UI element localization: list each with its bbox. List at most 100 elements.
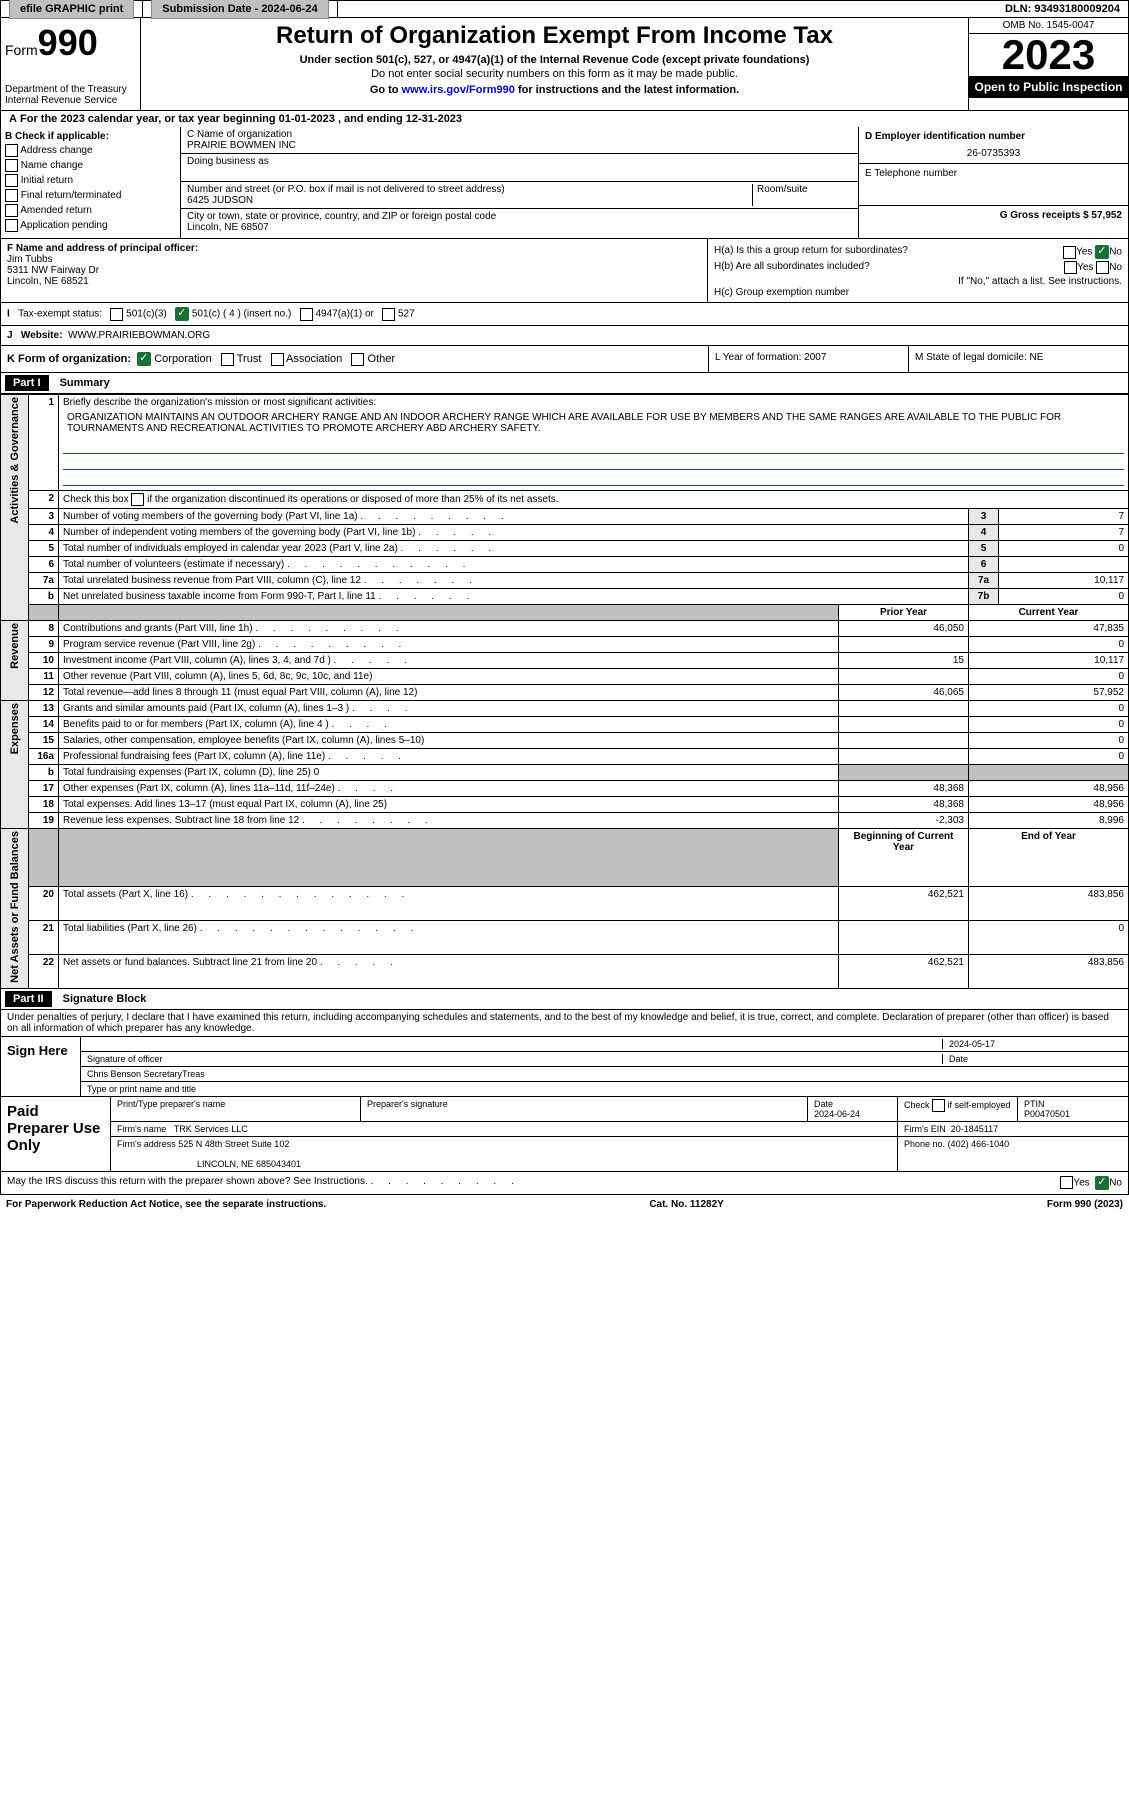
checkbox-icon <box>5 189 18 202</box>
check-amended[interactable]: Amended return <box>5 204 176 217</box>
i-group: I Tax-exempt status: 501(c)(3) 501(c) ( … <box>7 307 415 321</box>
col-h: H(a) Is this a group return for subordin… <box>708 239 1128 302</box>
val-7a: 10,117 <box>999 573 1129 589</box>
hc-label: H(c) Group exemption number <box>714 287 1122 298</box>
line7a-text: Total unrelated business revenue from Pa… <box>63 575 361 586</box>
table-row: 9Program service revenue (Part VIII, lin… <box>1 637 1129 653</box>
part1-title: Summary <box>60 377 110 389</box>
prior-16a <box>839 749 969 765</box>
checkbox-icon[interactable] <box>300 308 313 321</box>
val-4: 7 <box>999 525 1129 541</box>
line16b-text: Total fundraising expenses (Part IX, col… <box>59 765 839 781</box>
paperwork-text: For Paperwork Reduction Act Notice, see … <box>6 1199 326 1210</box>
perjury-text: Under penalties of perjury, I declare th… <box>0 1010 1129 1037</box>
checkbox-icon[interactable] <box>221 353 234 366</box>
paid-preparer-label: Paid Preparer Use Only <box>1 1097 111 1171</box>
side-net-text: Net Assets or Fund Balances <box>9 831 21 983</box>
checked-icon[interactable] <box>1095 1176 1109 1190</box>
city-label: City or town, state or province, country… <box>187 211 852 222</box>
prep-line-1: Print/Type preparer's name Preparer's si… <box>111 1097 1128 1122</box>
prep-sig-label: Preparer's signature <box>361 1097 808 1121</box>
side-governance: Activities & Governance <box>1 395 29 621</box>
firm-ein-label: Firm's EIN <box>904 1124 946 1134</box>
top-bar: efile GRAPHIC print Submission Date - 20… <box>0 0 1129 18</box>
paperwork-row: For Paperwork Reduction Act Notice, see … <box>0 1195 1129 1214</box>
checkbox-icon[interactable] <box>271 353 284 366</box>
summary-table: Activities & Governance 1 Briefly descri… <box>0 394 1129 989</box>
checkbox-icon[interactable] <box>1096 261 1109 274</box>
prep-date-value: 2024-06-24 <box>814 1109 860 1119</box>
line-num: 5 <box>29 541 59 557</box>
checkbox-icon[interactable] <box>1060 1176 1073 1189</box>
prior-19: -2,303 <box>839 813 969 829</box>
dots: . . . . . <box>418 527 497 538</box>
part2-badge: Part II <box>5 991 52 1007</box>
line-desc: Total liabilities (Part X, line 26) . . … <box>59 920 839 954</box>
line-desc: Net assets or fund balances. Subtract li… <box>59 954 839 988</box>
room-label: Room/suite <box>752 184 852 206</box>
b-item-3: Final return/terminated <box>21 190 122 201</box>
line11-text: Other revenue (Part VIII, column (A), li… <box>59 669 839 685</box>
table-row: 5Total number of individuals employed in… <box>1 541 1129 557</box>
line-num: 6 <box>29 557 59 573</box>
hdr-end: End of Year <box>969 829 1129 887</box>
submission-date-cell: Submission Date - 2024-06-24 <box>143 1 337 17</box>
checked-icon[interactable] <box>137 352 151 366</box>
dots: . . . . . <box>328 751 407 762</box>
checkbox-icon[interactable] <box>382 308 395 321</box>
dots: . . . . . . . . . . . . . <box>191 889 410 900</box>
check-name[interactable]: Name change <box>5 159 176 172</box>
prior-20: 462,521 <box>839 886 969 920</box>
check-final[interactable]: Final return/terminated <box>5 189 176 202</box>
table-row: 16aProfessional fundraising fees (Part I… <box>1 749 1129 765</box>
curr-11: 0 <box>969 669 1129 685</box>
cat-number: Cat. No. 11282Y <box>649 1199 723 1210</box>
line1-cell: Briefly describe the organization's miss… <box>59 395 1129 491</box>
sig-right: 2024-05-17 Signature of officer Date Chr… <box>81 1037 1128 1096</box>
addr-value: 6425 JUDSON <box>187 195 752 206</box>
checked-icon[interactable] <box>1095 245 1109 259</box>
irs-label: Internal Revenue Service <box>5 95 136 106</box>
dots: . . . . . . <box>379 591 476 602</box>
checkbox-icon <box>5 144 18 157</box>
table-row: bNet unrelated business taxable income f… <box>1 589 1129 605</box>
form-header: Form990 Department of the Treasury Inter… <box>0 18 1129 111</box>
city-row: City or town, state or province, country… <box>181 209 858 235</box>
addr-cell: Number and street (or P.O. box if mail i… <box>187 184 752 206</box>
discuss-yesno: Yes No <box>1060 1176 1122 1190</box>
efile-button[interactable]: efile GRAPHIC print <box>9 0 134 19</box>
checkbox-icon[interactable] <box>351 353 364 366</box>
checkbox-icon[interactable] <box>1063 246 1076 259</box>
ptin-label: PTIN <box>1024 1099 1045 1109</box>
line-desc: Other expenses (Part IX, column (A), lin… <box>59 781 839 797</box>
irs-link[interactable]: www.irs.gov/Form990 <box>402 84 515 96</box>
line-num: 18 <box>29 797 59 813</box>
checkbox-icon[interactable] <box>110 308 123 321</box>
checkbox-icon[interactable] <box>932 1099 945 1112</box>
phone-value: (402) 466-1040 <box>948 1139 1010 1149</box>
c-name-label: C Name of organization <box>187 129 852 140</box>
hb-label: H(b) Are all subordinates included? <box>714 261 870 274</box>
k-corp: Corporation <box>154 353 211 365</box>
line-desc: Total assets (Part X, line 16) . . . . .… <box>59 886 839 920</box>
ptin-value: P00470501 <box>1024 1109 1070 1119</box>
b-item-2: Initial return <box>21 175 73 186</box>
addr-label: Number and street (or P.O. box if mail i… <box>187 184 752 195</box>
checkbox-icon[interactable] <box>1064 261 1077 274</box>
checkbox-icon[interactable] <box>131 493 144 506</box>
val-6 <box>999 557 1129 573</box>
hb-note: If "No," attach a list. See instructions… <box>714 276 1122 287</box>
line-num: 8 <box>29 621 59 637</box>
table-row: 3Number of voting members of the governi… <box>1 509 1129 525</box>
check-initial[interactable]: Initial return <box>5 174 176 187</box>
sig-line-2: Signature of officer Date <box>81 1052 1128 1067</box>
header-center: Return of Organization Exempt From Incom… <box>141 18 968 110</box>
check-pending[interactable]: Application pending <box>5 219 176 232</box>
curr-17: 48,956 <box>969 781 1129 797</box>
sig-line-3: Chris Benson SecretaryTreas <box>81 1067 1128 1082</box>
checked-icon[interactable] <box>175 307 189 321</box>
prior-15 <box>839 733 969 749</box>
line-num: 15 <box>29 733 59 749</box>
firm-name-value: TRK Services LLC <box>174 1124 248 1134</box>
check-address[interactable]: Address change <box>5 144 176 157</box>
